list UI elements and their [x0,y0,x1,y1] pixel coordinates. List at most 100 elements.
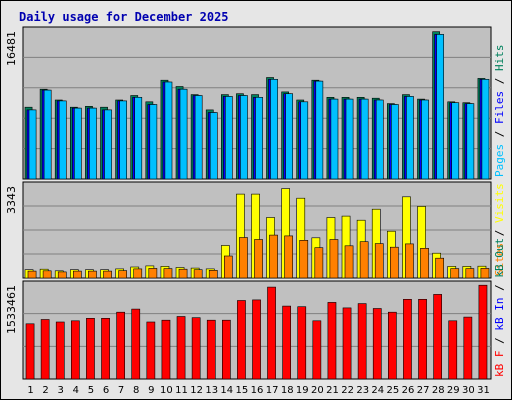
legend-entry: / [493,331,506,351]
bar-sites-day-20 [314,247,324,279]
bar-pages-day-21 [330,98,339,180]
x-tick-label-18: 18 [281,385,294,396]
x-tick-label-12: 12 [190,385,203,396]
bar-kb_f-day-8 [131,308,141,380]
bar-pages-day-26 [406,96,414,180]
bar-sites-day-9 [148,268,158,279]
bar-kb_f-day-24 [372,308,382,380]
bar-pages-day-8 [134,97,143,180]
x-tick-label-3: 3 [58,385,64,396]
bar-kb_f-day-17 [267,286,276,380]
bar-sites-day-17 [269,234,278,279]
bar-kb_f-day-2 [40,319,50,380]
bar-kb_f-day-22 [342,307,352,380]
bar-sites-day-31 [480,268,490,279]
x-tick-label-9: 9 [148,385,154,396]
bar-sites-day-7 [118,270,127,279]
bar-kb_f-day-13 [206,319,216,380]
bar-pages-day-30 [466,103,475,180]
bar-pages-day-9 [149,104,158,180]
bar-pages-day-5 [89,107,97,180]
bar-kb_f-day-16 [252,299,261,380]
bar-kb_f-day-12 [191,317,201,380]
bar-sites-day-11 [178,268,188,279]
bar-kb_f-day-25 [387,311,397,380]
bar-pages-day-6 [104,109,112,180]
x-tick-label-23: 23 [356,385,369,396]
x-tick-label-24: 24 [371,385,384,396]
bar-sites-day-27 [420,248,429,279]
bar-sites-day-22 [344,245,354,279]
bar-kb_f-day-6 [101,317,110,380]
bar-kb_f-day-10 [161,319,171,380]
bar-pages-day-12 [194,95,203,180]
bar-pages-day-29 [451,102,460,180]
bar-pages-day-17 [270,79,278,180]
bar-kb_f-day-1 [25,323,35,380]
bar-pages-day-10 [164,81,173,180]
bar-kb_f-day-18 [282,305,292,380]
bar-sites-day-19 [299,240,309,279]
x-tick-label-30: 30 [462,385,475,396]
bar-pages-day-31 [481,79,490,180]
bar-sites-day-1 [27,270,37,279]
bar-kb_f-day-28 [433,294,443,380]
bar-pages-day-2 [43,89,52,180]
bar-sites-day-25 [389,246,399,279]
legend-entry: Pages [493,144,506,177]
bar-sites-day-3 [57,271,67,279]
legend-entry: / [493,71,506,91]
bar-sites-day-29 [450,268,460,279]
bar-pages-day-14 [225,96,233,180]
bar-kb_f-day-23 [357,303,367,380]
bar-pages-day-11 [179,88,188,180]
bar-kb_f-day-9 [146,321,156,380]
x-tick-label-10: 10 [160,385,173,396]
legend-entry: Files [493,91,506,124]
bar-pages-day-27 [421,99,429,180]
chart-title: Daily usage for December 2025 [19,10,229,24]
bar-pages-day-4 [74,107,82,180]
x-tick-label-19: 19 [296,385,309,396]
bar-sites-day-16 [254,239,263,279]
bar-sites-day-4 [73,270,82,279]
bar-kb_f-day-11 [176,316,186,380]
x-tick-label-13: 13 [205,385,218,396]
panel-pages-files-hits-ymax: 16481 [5,31,18,66]
bar-kb_f-day-20 [312,320,322,380]
x-tick-label-20: 20 [311,385,324,396]
bar-kb_f-day-5 [86,317,95,380]
legend-entry: Visits [493,183,506,223]
bar-kb_f-day-27 [418,298,427,380]
panel-visits-sites-ymax: 3343 [5,186,18,214]
x-tick-label-2: 2 [42,385,48,396]
x-tick-label-15: 15 [236,385,249,396]
bar-sites-day-12 [193,269,203,279]
x-tick-label-6: 6 [103,385,109,396]
bar-pages-day-18 [285,93,294,180]
bar-pages-day-22 [345,98,354,180]
x-tick-label-29: 29 [447,385,460,396]
x-tick-label-8: 8 [133,385,139,396]
bar-sites-day-5 [88,270,97,279]
bar-pages-day-3 [58,100,67,180]
panel-kbytes-legend: kB F / kB In / kB Out [493,238,506,377]
bar-sites-day-14 [224,255,233,279]
bar-pages-day-16 [255,97,263,180]
legend-entry: Sites [493,243,506,276]
x-tick-label-21: 21 [326,385,339,396]
x-tick-label-27: 27 [417,385,430,396]
bar-sites-day-23 [359,241,369,279]
bar-pages-day-20 [315,80,324,180]
legend-entry: / [493,223,506,243]
bar-sites-day-18 [284,235,294,279]
bar-sites-day-28 [435,257,445,279]
x-tick-label-28: 28 [432,385,445,396]
bar-kb_f-day-15 [237,300,246,380]
bar-pages-day-7 [119,100,127,180]
bar-kb_f-day-14 [222,319,231,380]
x-tick-label-26: 26 [402,385,415,396]
bar-sites-day-10 [163,268,173,279]
